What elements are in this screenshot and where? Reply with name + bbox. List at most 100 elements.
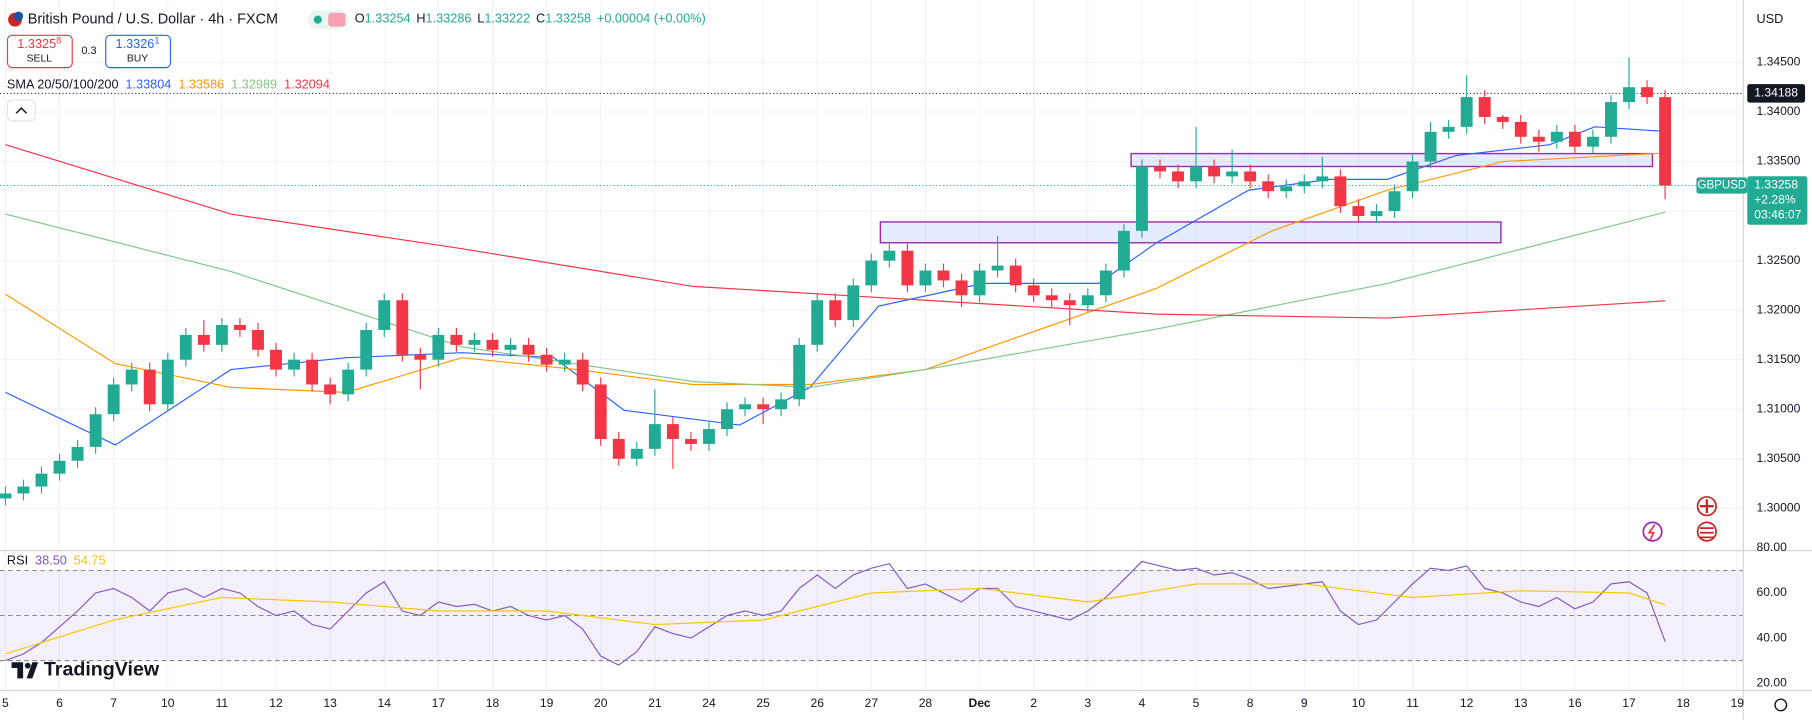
x-tick-label: 13 [323,696,337,710]
x-tick-label: 11 [1406,696,1419,710]
candle-body [1334,176,1347,207]
candle-body [1496,116,1509,122]
candle-body [1280,186,1293,192]
sell-price: 1.33258 [17,36,61,51]
settings-icon[interactable] [1774,698,1788,712]
ohlc-key: L [477,11,484,26]
x-tick-label: 11 [216,696,229,710]
x-tick-label: 27 [865,696,879,710]
x-tick-label: 5 [2,696,9,710]
candle-body [179,334,192,360]
buy-label: BUY [127,54,148,65]
candle-body [468,339,481,345]
x-tick-label: 5 [1193,696,1200,710]
buy-price: 1.33261 [116,36,160,51]
candle-body [1244,171,1257,182]
sma-value: 1.33804 [125,77,171,92]
grid-layer [0,0,1743,690]
currency-button[interactable] [1747,6,1806,33]
y-tick-label: 1.30000 [1757,501,1801,515]
candle-body [143,369,156,405]
candle-body [955,280,968,296]
candle-body [432,334,445,360]
ohlc-value: 1.33222 [484,11,530,26]
sma-line [5,144,1666,319]
candle-body [1117,230,1130,271]
x-tick-label: 10 [1352,696,1366,710]
candle-body [594,384,607,439]
x-tick-label: Dec [968,696,990,710]
x-tick-label: 26 [810,696,824,710]
buy-button[interactable] [105,34,172,69]
candle-body [1352,206,1365,217]
candle-body [378,300,391,330]
candle-body [1045,295,1058,301]
candle-body [811,300,824,345]
candle-body [576,359,589,385]
candle-body [107,384,120,415]
zone [1130,152,1654,168]
candle-body [252,329,264,350]
us-event-flag[interactable] [1696,521,1717,542]
y-tick-label: 1.32500 [1757,253,1801,267]
collapse-button[interactable] [6,99,36,122]
candle-body [648,424,661,449]
candle-body [1659,97,1672,186]
sell-button[interactable] [6,34,73,69]
x-tick-label: 17 [432,696,446,710]
candle-body [1514,121,1527,137]
candle-body [306,359,319,385]
spread: 0.3 [81,45,96,57]
x-tick-label: 17 [1622,696,1636,710]
rsi-ma-value: 54.75 [74,553,106,568]
candle-body [89,414,102,447]
candle-body [1388,191,1401,212]
y-tick-label: 1.32000 [1757,302,1801,316]
candle-body [233,325,246,330]
candle-body [540,354,553,365]
event-icon[interactable] [1642,521,1663,542]
candle-body [1081,295,1094,306]
candle-body [919,270,932,286]
ohlc-key: H [416,11,425,26]
chevron-icon [15,107,28,114]
candle-body [522,344,535,355]
candle-body [396,300,409,355]
candle-body [666,424,679,439]
candle-body [53,460,66,474]
x-tick-label: 24 [702,696,716,710]
candle-body [684,438,697,444]
last-price-label: 1.33258 [1754,178,1798,192]
x-tick-label: 6 [56,696,63,710]
ohlc-key: O [355,11,365,26]
candle-body [1550,131,1563,142]
rsi-ma-line [5,583,1666,655]
countdown-label: 03:46:07 [1754,208,1801,222]
candle-body [829,300,842,321]
sma-value: 1.32989 [231,77,277,92]
candle-body [1154,166,1166,172]
sma-label: SMA 20/50/100/200 [7,77,119,92]
sma-value: 1.33586 [178,77,224,92]
x-tick-label: 3 [1084,696,1091,710]
candle-body [1172,171,1184,182]
x-tick-label: 8 [1247,696,1254,710]
price-line-label: 1.34188 [1754,86,1798,100]
candle-body [1226,171,1239,177]
candle-body [1586,136,1599,147]
candle-body [486,339,499,350]
rsi-tick-label: 20.00 [1757,675,1788,689]
candle-body [973,270,986,296]
candle-body [1641,87,1654,98]
buy-price-main: 1.3326 [116,36,155,51]
candle-body [35,473,48,487]
delayed-icon [328,12,346,27]
candle-body [1532,136,1545,142]
x-tick-label: 2 [1030,696,1037,710]
candle-body [1190,166,1203,182]
candle-body [17,486,30,494]
candle-body [1063,300,1076,306]
candle-body [883,250,896,261]
y-tick-label: 1.34500 [1757,55,1801,69]
candle-body [270,349,282,370]
